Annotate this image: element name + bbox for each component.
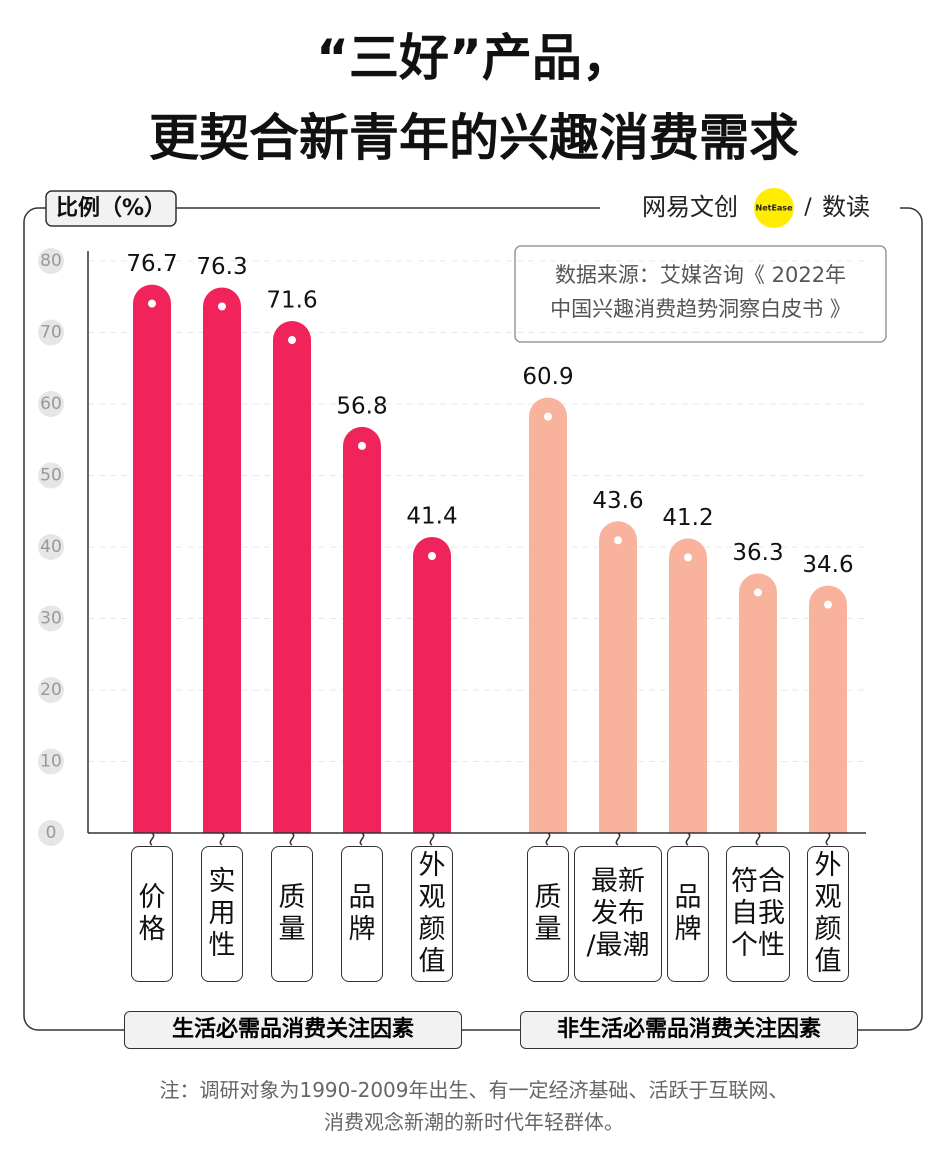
value-label: 41.4 (406, 503, 457, 529)
y-tick-bg (38, 820, 64, 846)
bar (273, 321, 311, 833)
group-label: 非生活必需品消费关注因素 (520, 1011, 858, 1049)
brand-separator: / (804, 195, 812, 220)
y-tick-bg (38, 677, 64, 703)
source: 数据来源：艾媒咨询《 2022年 中国兴趣消费趋势洞察白皮书 》 (550, 263, 851, 321)
bar (669, 538, 707, 833)
bar (529, 397, 567, 833)
source-box (514, 245, 887, 343)
bar-dot (824, 600, 832, 609)
bar-dot (754, 588, 762, 597)
y-tick-bg (38, 319, 64, 346)
y-tick-label: 20 (40, 680, 62, 700)
value-label: 76.3 (196, 254, 247, 280)
x-tick-label: 品 牌 (341, 846, 383, 982)
brand-bg (600, 192, 900, 224)
y-tick-label: 70 (40, 323, 62, 343)
value-label: 60.9 (522, 364, 573, 390)
brand-column: 数读 (822, 193, 870, 221)
bar (739, 573, 777, 833)
tag-string (429, 832, 435, 846)
bar-dot (614, 536, 622, 545)
value-label: 76.7 (126, 251, 177, 277)
bar-dot (358, 441, 366, 450)
tag-string (825, 832, 831, 846)
brand-name: 网易文创 (642, 193, 738, 221)
brand-logo: NetEase (756, 204, 794, 213)
value-label: 71.6 (266, 288, 317, 314)
x-tick-label: 外 观 颜 值 (411, 846, 453, 982)
y-tick-label: 40 (40, 537, 62, 557)
y-tick-label: 80 (40, 251, 62, 271)
tag-string (359, 832, 365, 846)
x-tick-label: 实 用 性 (201, 846, 243, 982)
title: “三好”产品， 更契合新青年的兴趣消费需求 (149, 29, 799, 167)
y-tick-label: 0 (46, 823, 57, 843)
y-tick-bg (38, 605, 64, 632)
value-label: 56.8 (336, 393, 387, 419)
bar (203, 287, 241, 834)
group-label: 生活必需品消费关注因素 (124, 1011, 462, 1049)
tag-string (545, 832, 551, 846)
tag-string (149, 832, 155, 846)
tag-string (615, 832, 621, 846)
y-tick-label: 30 (40, 609, 62, 629)
y-tick-bg (38, 748, 64, 775)
brand-logo-circle (754, 188, 794, 228)
bar-dot (428, 551, 436, 560)
tag-string (219, 832, 225, 846)
value-label: 34.6 (802, 552, 853, 578)
y-tick-bg (38, 462, 64, 489)
y-tick-label: 10 (40, 752, 62, 772)
x-tick-label: 品 牌 (667, 846, 709, 982)
y-tick-bg (38, 248, 64, 274)
bar (343, 426, 381, 833)
bar-dot (684, 553, 692, 562)
bar-dot (218, 302, 226, 311)
note: 注：调研对象为1990-2009年出生、有一定经济基础、活跃于互联网、 消费观念… (159, 1078, 789, 1134)
x-tick-label: 最新 发布 /最潮 (574, 846, 662, 982)
y-label: 比例（%） (56, 196, 166, 221)
tag-string (685, 832, 691, 846)
value-label: 41.2 (662, 505, 713, 531)
bar (413, 536, 451, 833)
bar (599, 521, 637, 833)
value-label: 43.6 (592, 488, 643, 514)
bar-dot (148, 299, 156, 308)
tag-string (755, 832, 761, 846)
tag-string (289, 832, 295, 846)
x-tick-label: 外 观 颜 值 (807, 846, 849, 982)
x-tick-label: 价 格 (131, 846, 173, 982)
x-tick-label: 质 量 (271, 846, 313, 982)
x-tick-label: 符合 自我 个性 (726, 846, 790, 982)
y-tick-label: 60 (40, 394, 62, 414)
bar-dot (544, 412, 552, 421)
y-label-box (45, 190, 177, 227)
value-label: 36.3 (732, 540, 783, 566)
y-tick-bg (38, 391, 64, 417)
x-tick-label: 质 量 (527, 846, 569, 982)
y-tick-bg (38, 534, 64, 560)
bar (133, 284, 171, 834)
bar (809, 585, 847, 833)
y-tick-label: 50 (40, 466, 62, 486)
bar-dot (288, 336, 296, 345)
